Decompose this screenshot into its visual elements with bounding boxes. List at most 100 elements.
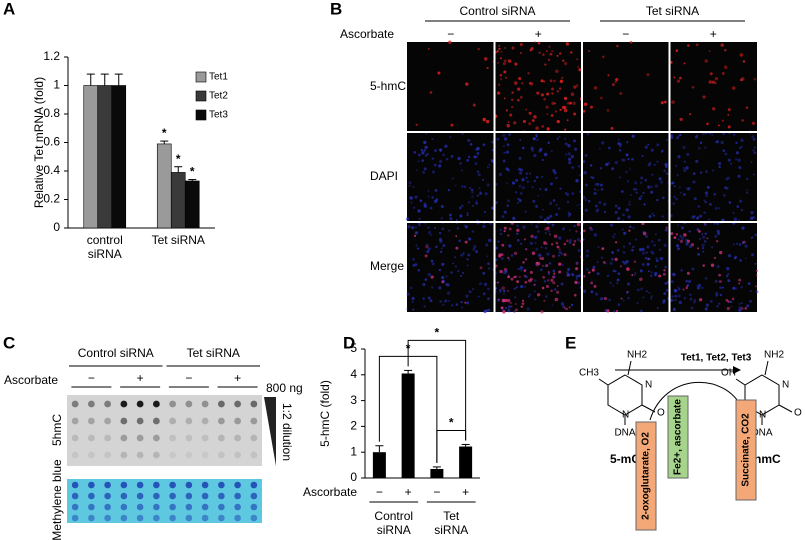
cell-dot <box>714 77 719 81</box>
cell-dot <box>556 285 559 287</box>
cell-dot <box>424 278 428 281</box>
cell-dot <box>419 199 423 203</box>
cell-dot <box>681 226 685 230</box>
column-group-label: Control siRNA <box>459 4 535 18</box>
micrograph-bg <box>669 222 757 312</box>
blot-dot <box>88 492 95 500</box>
cell-dot <box>437 71 441 75</box>
cell-dot <box>417 209 421 213</box>
cell-dot <box>626 290 629 293</box>
cell-dot <box>635 191 638 195</box>
blot-dot <box>217 417 225 425</box>
cell-dot <box>658 248 661 251</box>
cell-dot <box>532 137 537 141</box>
cell-dot <box>565 42 570 46</box>
cell-dot <box>476 170 479 173</box>
cell-dot <box>490 159 494 163</box>
cell-dot <box>543 218 547 222</box>
blot-dot <box>201 503 209 511</box>
cell-dot <box>647 163 651 167</box>
cell-dot <box>741 119 744 122</box>
cell-dot <box>661 215 664 218</box>
cell-dot <box>431 262 435 266</box>
cell-dot <box>596 261 599 264</box>
blot-dot <box>250 492 258 500</box>
cell-dot <box>540 79 544 83</box>
cell-dot <box>750 211 754 215</box>
cell-dot <box>555 213 558 217</box>
cell-dot <box>524 275 528 279</box>
cell-dot <box>427 296 431 300</box>
cell-dot <box>570 155 574 159</box>
cell-dot <box>703 211 706 214</box>
cell-dot <box>521 178 525 182</box>
cell-dot <box>678 288 681 291</box>
cell-dot <box>708 50 711 52</box>
cell-dot <box>435 245 438 249</box>
cell-dot <box>475 250 479 254</box>
cell-dot <box>535 135 538 138</box>
x-tick-label: − <box>376 485 383 499</box>
cell-dot <box>503 229 506 233</box>
cell-dot <box>478 187 481 190</box>
cell-dot <box>654 265 657 268</box>
cell-dot <box>648 291 651 294</box>
error-bar <box>461 443 470 447</box>
cell-dot <box>561 263 564 267</box>
cell-dot <box>688 113 692 116</box>
cell-dot <box>623 231 627 235</box>
blot-dot <box>120 451 128 459</box>
cell-dot <box>738 308 742 312</box>
bar <box>83 85 99 229</box>
cell-dot <box>555 176 558 180</box>
cell-dot <box>650 295 653 298</box>
cell-dot <box>599 297 604 301</box>
cell-dot <box>713 222 716 225</box>
cell-dot <box>618 176 621 179</box>
cell-dot <box>584 153 588 157</box>
cell-dot <box>631 248 634 252</box>
cell-dot <box>547 226 550 229</box>
cell-dot <box>639 181 643 184</box>
cell-dot <box>697 247 700 250</box>
cell-dot <box>727 113 730 116</box>
cell-dot <box>513 81 518 85</box>
blot-dot <box>87 434 95 442</box>
cell-dot <box>559 187 562 190</box>
micrograph <box>407 40 496 132</box>
cell-dot <box>439 250 443 254</box>
cell-dot <box>466 258 469 261</box>
cell-dot <box>487 308 491 312</box>
cell-dot <box>646 73 650 77</box>
blot-dot <box>250 400 258 408</box>
cell-dot <box>433 199 438 204</box>
cell-dot <box>732 286 736 290</box>
cell-dot <box>530 234 534 238</box>
blot-dot <box>153 514 160 522</box>
cell-dot <box>452 262 454 265</box>
cell-dot <box>633 273 636 277</box>
cell-dot <box>414 195 418 199</box>
cell-dot <box>566 192 570 197</box>
cell-dot <box>704 146 707 149</box>
cell-dot <box>744 307 748 310</box>
atom: O <box>657 408 665 419</box>
cell-dot <box>649 297 653 300</box>
cell-dot <box>603 296 608 301</box>
cell-dot <box>468 201 471 204</box>
cell-dot <box>671 299 674 302</box>
cell-dot <box>510 277 514 281</box>
blot-dot <box>120 434 128 442</box>
cell-dot <box>446 291 451 295</box>
cell-dot <box>631 274 634 277</box>
cell-dot <box>406 308 409 310</box>
cell-dot <box>725 177 729 181</box>
cell-dot <box>506 298 511 303</box>
cell-dot <box>626 267 630 271</box>
cell-dot <box>534 263 538 266</box>
cell-dot <box>551 87 554 91</box>
legend-label: Tet1 <box>209 72 228 83</box>
cell-dot <box>712 169 715 172</box>
cell-dot <box>683 169 687 172</box>
cell-dot <box>533 279 537 282</box>
